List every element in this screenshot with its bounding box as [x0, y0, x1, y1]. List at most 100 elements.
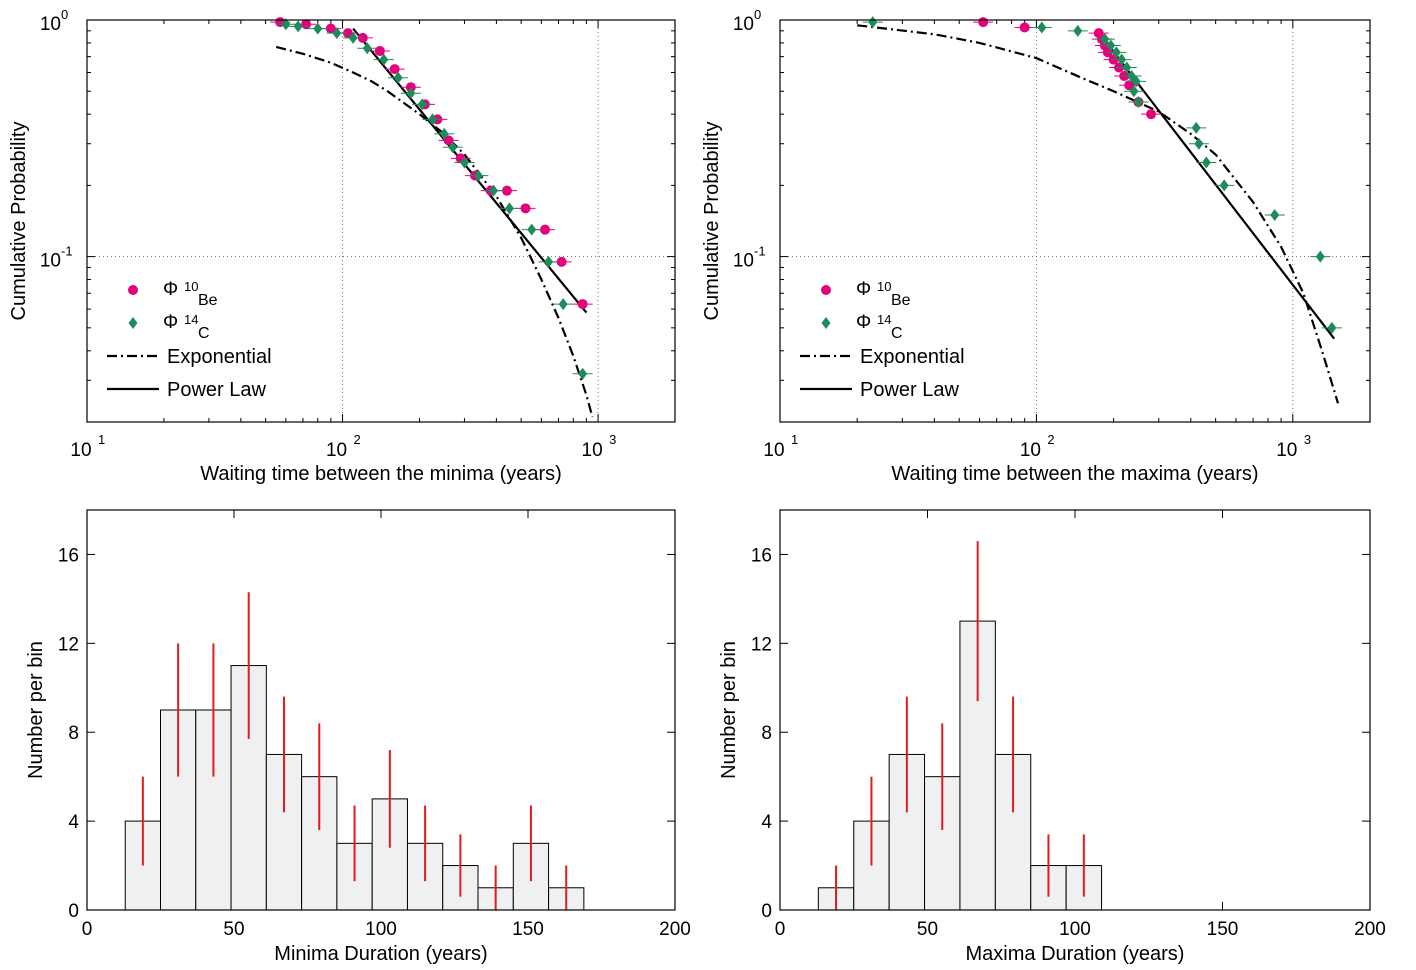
y-tick-label: 10 — [40, 14, 61, 35]
c14-data-point — [362, 42, 372, 55]
x-tick-exponent: 3 — [609, 432, 616, 447]
x-tick-label: 100 — [365, 919, 397, 940]
x-tick-label: 10 — [582, 440, 603, 461]
panel-3: 0 50 100 150 200 0 4 8 12 16 Minima Duration (year… — [25, 509, 691, 965]
c14-data-point — [1117, 53, 1127, 66]
x-tick-label: 0 — [775, 919, 786, 940]
c14-data-point — [379, 53, 389, 66]
c14-data-point — [544, 255, 554, 268]
x-tick-label: 10 — [763, 440, 784, 461]
y-tick-label: 12 — [751, 634, 772, 655]
y-tick-label: 4 — [68, 812, 79, 833]
x-tick-exponent: 1 — [98, 432, 105, 447]
x-tick-label: 10 — [326, 440, 347, 461]
be10-data-point — [301, 19, 312, 30]
x-tick-label: 200 — [659, 919, 691, 940]
x-axis-label: Maxima Duration (years) — [966, 943, 1185, 965]
x-tick-label: 10 — [1276, 440, 1297, 461]
y-tick-exponent: -1 — [754, 244, 766, 259]
c14-data-point — [281, 18, 291, 31]
x-tick-exponent: 3 — [1304, 432, 1311, 447]
c14-data-point — [578, 367, 588, 380]
legend-phi-symbol: Φ — [163, 312, 178, 333]
y-axis-label: Cumulative Probability — [8, 122, 30, 321]
plot-frame — [779, 19, 1371, 423]
c14-data-point — [1111, 46, 1121, 59]
be10-data-point — [1124, 80, 1135, 91]
legend-label: Power Law — [860, 379, 959, 401]
c14-data-point — [406, 87, 416, 100]
y-tick-label: 8 — [68, 723, 79, 744]
y-tick-exponent: -1 — [61, 244, 73, 259]
c14-data-point — [1315, 250, 1325, 263]
be10-data-point — [577, 299, 588, 310]
y-axis-label: Number per bin — [25, 641, 47, 779]
c14-data-point — [1073, 24, 1083, 37]
legend-c14-marker — [128, 317, 138, 329]
x-axis-label: Minima Duration (years) — [274, 943, 487, 965]
c14-data-point — [417, 98, 427, 111]
legend-isotope-element: C — [198, 325, 210, 342]
be10-data-point — [405, 82, 416, 93]
power-law-fit-line — [1101, 36, 1336, 340]
be10-data-point — [1019, 22, 1030, 33]
c14-data-point — [428, 113, 438, 126]
histogram-bar — [959, 620, 996, 911]
exponential-fit-line — [857, 24, 1340, 404]
c14-data-point — [1037, 21, 1047, 34]
c14-data-point — [504, 202, 514, 215]
c14-data-point — [1129, 85, 1139, 98]
be10-data-point — [1146, 109, 1157, 120]
c14-data-point — [558, 298, 568, 311]
legend-be10-marker — [821, 285, 831, 295]
legend-isotope-element: C — [891, 325, 903, 342]
x-tick-label: 200 — [1354, 919, 1386, 940]
legend-isotope-mass: 10 — [877, 279, 891, 294]
x-tick-label: 10 — [70, 440, 91, 461]
c14-data-point — [473, 169, 483, 182]
be10-data-point — [978, 17, 989, 28]
x-tick-label: 50 — [917, 919, 938, 940]
c14-data-point — [1133, 96, 1143, 109]
power-law-fit-line — [352, 27, 588, 314]
panel-4: 0 50 100 150 200 0 4 8 12 16 Maxima Duration (year… — [718, 509, 1386, 965]
be10-data-point — [443, 135, 454, 146]
c14-data-point — [439, 127, 449, 140]
legend-isotope-mass: 10 — [184, 279, 198, 294]
y-axis-label: Number per bin — [718, 641, 740, 779]
c14-data-point — [1327, 321, 1337, 334]
c14-data-point — [313, 22, 323, 35]
be10-data-point — [389, 64, 400, 75]
legend-label: Exponential — [167, 346, 272, 368]
plot-frame — [86, 19, 676, 423]
y-tick-label: 0 — [68, 901, 79, 922]
c14-data-point — [489, 184, 499, 197]
c14-data-point — [332, 27, 342, 40]
c14-data-point — [1122, 61, 1132, 74]
y-tick-label: 12 — [58, 634, 79, 655]
c14-data-point — [868, 16, 878, 29]
legend-isotope-mass: 14 — [184, 312, 198, 327]
legend-c14-marker — [821, 317, 831, 329]
legend-isotope-element: Be — [198, 292, 218, 309]
c14-data-point — [1201, 156, 1211, 169]
legend-label: Power Law — [167, 379, 266, 401]
legend-be10-marker — [128, 285, 138, 295]
c14-data-point — [1191, 121, 1201, 134]
x-tick-label: 0 — [82, 919, 93, 940]
c14-data-point — [393, 71, 403, 84]
x-tick-label: 50 — [223, 919, 244, 940]
plot-frame — [779, 509, 1371, 911]
c14-data-point — [1106, 39, 1116, 52]
be10-data-point — [540, 224, 551, 235]
y-tick-label: 16 — [751, 545, 772, 566]
legend-phi-symbol: Φ — [856, 279, 871, 300]
x-tick-exponent: 2 — [1047, 432, 1054, 447]
x-tick-exponent: 1 — [791, 432, 798, 447]
y-tick-label: 16 — [58, 545, 79, 566]
x-tick-label: 150 — [512, 919, 544, 940]
be10-data-point — [556, 256, 567, 267]
legend-phi-symbol: Φ — [163, 279, 178, 300]
c14-data-point — [459, 156, 469, 169]
